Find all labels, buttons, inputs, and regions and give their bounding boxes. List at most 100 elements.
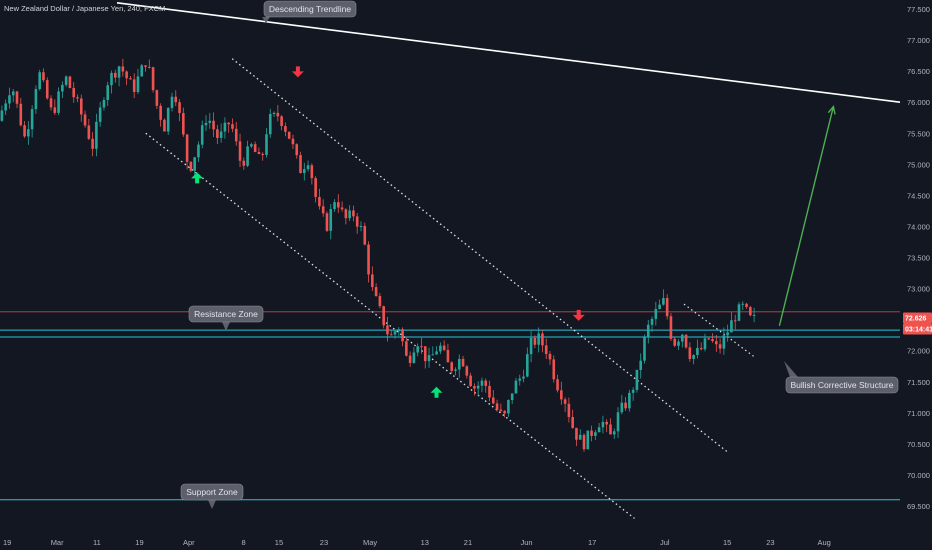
candle-body bbox=[469, 375, 472, 387]
y-tick-label: 77.000 bbox=[907, 36, 930, 45]
resistance-zone-callout-pointer bbox=[222, 322, 230, 331]
candle-body bbox=[544, 345, 548, 354]
y-tick-label: 75.000 bbox=[907, 160, 930, 169]
candle-body bbox=[265, 134, 268, 155]
bullish-structure-callout-box bbox=[785, 376, 899, 394]
candle-body bbox=[749, 307, 752, 316]
y-tick-label: 71.500 bbox=[907, 378, 930, 387]
candle-body bbox=[646, 324, 650, 337]
candle-body bbox=[499, 409, 503, 411]
x-tick-label: Jul bbox=[660, 538, 670, 547]
candle-body bbox=[578, 434, 582, 440]
candle-body bbox=[197, 144, 200, 158]
x-tick-label: 17 bbox=[588, 538, 596, 547]
candle-body bbox=[178, 102, 181, 114]
candle-body bbox=[23, 125, 26, 137]
candle-body bbox=[268, 114, 272, 135]
candle-body bbox=[53, 107, 57, 113]
bullish-structure-callout-label: Bullish Corrective Structure bbox=[791, 380, 894, 390]
candle-body bbox=[79, 98, 83, 115]
candle-body bbox=[522, 376, 525, 379]
x-tick-label: 23 bbox=[320, 538, 328, 547]
candle-body bbox=[484, 380, 488, 386]
candle-body bbox=[257, 152, 261, 154]
candle-body bbox=[287, 131, 291, 139]
candle-body bbox=[541, 333, 544, 346]
candle-body bbox=[435, 351, 438, 355]
candle-body bbox=[15, 91, 19, 104]
candle-body bbox=[371, 274, 374, 288]
candle-body bbox=[34, 89, 38, 110]
x-tick-label: May bbox=[363, 538, 377, 547]
x-tick-label: Aug bbox=[818, 538, 831, 547]
candle-body bbox=[692, 355, 695, 359]
descending-trendline bbox=[116, 1, 901, 103]
candle-body bbox=[662, 298, 665, 305]
candle-body bbox=[113, 72, 117, 78]
candle-body bbox=[582, 434, 586, 450]
y-tick-label: 74.000 bbox=[907, 222, 930, 231]
candle-body bbox=[374, 287, 378, 297]
candle-body bbox=[624, 402, 627, 409]
bullish-structure-line bbox=[683, 303, 757, 359]
candle-body bbox=[412, 352, 416, 363]
resistance-zone-callout-label: Resistance Zone bbox=[194, 309, 258, 319]
descending-trendline-callout-label: Descending Trendline bbox=[269, 4, 351, 14]
candle-body bbox=[552, 359, 556, 380]
candle-body bbox=[110, 72, 113, 86]
candle-body bbox=[49, 98, 53, 108]
candle-body bbox=[461, 358, 465, 367]
candle-body bbox=[27, 129, 30, 137]
candle-body bbox=[102, 99, 106, 108]
candle-body bbox=[514, 380, 518, 394]
candle-body bbox=[333, 202, 336, 210]
candle-body bbox=[563, 399, 567, 404]
candle-body bbox=[680, 334, 684, 342]
candle-body bbox=[306, 165, 310, 170]
candle-body bbox=[91, 138, 94, 149]
candle-body bbox=[72, 87, 76, 98]
candle-body bbox=[272, 112, 276, 115]
candle-body bbox=[280, 116, 283, 127]
candle-body bbox=[677, 341, 680, 346]
candle-body bbox=[571, 416, 574, 428]
candle-body bbox=[669, 316, 673, 339]
candle-body bbox=[219, 131, 223, 138]
candle-body bbox=[83, 114, 87, 126]
sell-arrow-icon bbox=[572, 309, 585, 321]
countdown-tag-bg bbox=[903, 323, 932, 335]
x-tick-label: 21 bbox=[464, 538, 472, 547]
candle-body bbox=[231, 124, 234, 129]
candle-body bbox=[216, 129, 219, 138]
candle-body bbox=[609, 424, 612, 435]
candle-body bbox=[408, 355, 412, 363]
candle-body bbox=[136, 76, 140, 93]
candle-body bbox=[612, 431, 616, 435]
candle-body bbox=[594, 432, 597, 436]
candle-body bbox=[321, 206, 325, 214]
x-tick-label: 19 bbox=[3, 538, 11, 547]
candle-body bbox=[19, 103, 23, 126]
x-tick-label: 11 bbox=[93, 538, 101, 547]
candle-body bbox=[711, 338, 714, 342]
candle-body bbox=[457, 358, 461, 370]
candle-body bbox=[299, 155, 302, 174]
y-tick-label: 73.000 bbox=[907, 285, 930, 294]
candle-body bbox=[465, 366, 469, 376]
candle-body bbox=[284, 126, 287, 132]
candle-body bbox=[193, 157, 196, 171]
candle-body bbox=[234, 128, 238, 142]
y-tick-label: 75.500 bbox=[907, 129, 930, 138]
candle-body bbox=[352, 210, 355, 217]
x-tick-label: 8 bbox=[242, 538, 246, 547]
candle-body bbox=[397, 329, 401, 332]
candle-body bbox=[556, 379, 559, 391]
candle-body bbox=[401, 329, 404, 342]
candle-body bbox=[605, 421, 608, 425]
candle-body bbox=[250, 144, 253, 147]
descending-trendline-callout-pointer bbox=[262, 17, 270, 23]
sell-arrow-icon bbox=[291, 66, 304, 78]
x-tick-label: 15 bbox=[723, 538, 731, 547]
candle-body bbox=[696, 347, 699, 356]
candle-body bbox=[42, 72, 45, 81]
